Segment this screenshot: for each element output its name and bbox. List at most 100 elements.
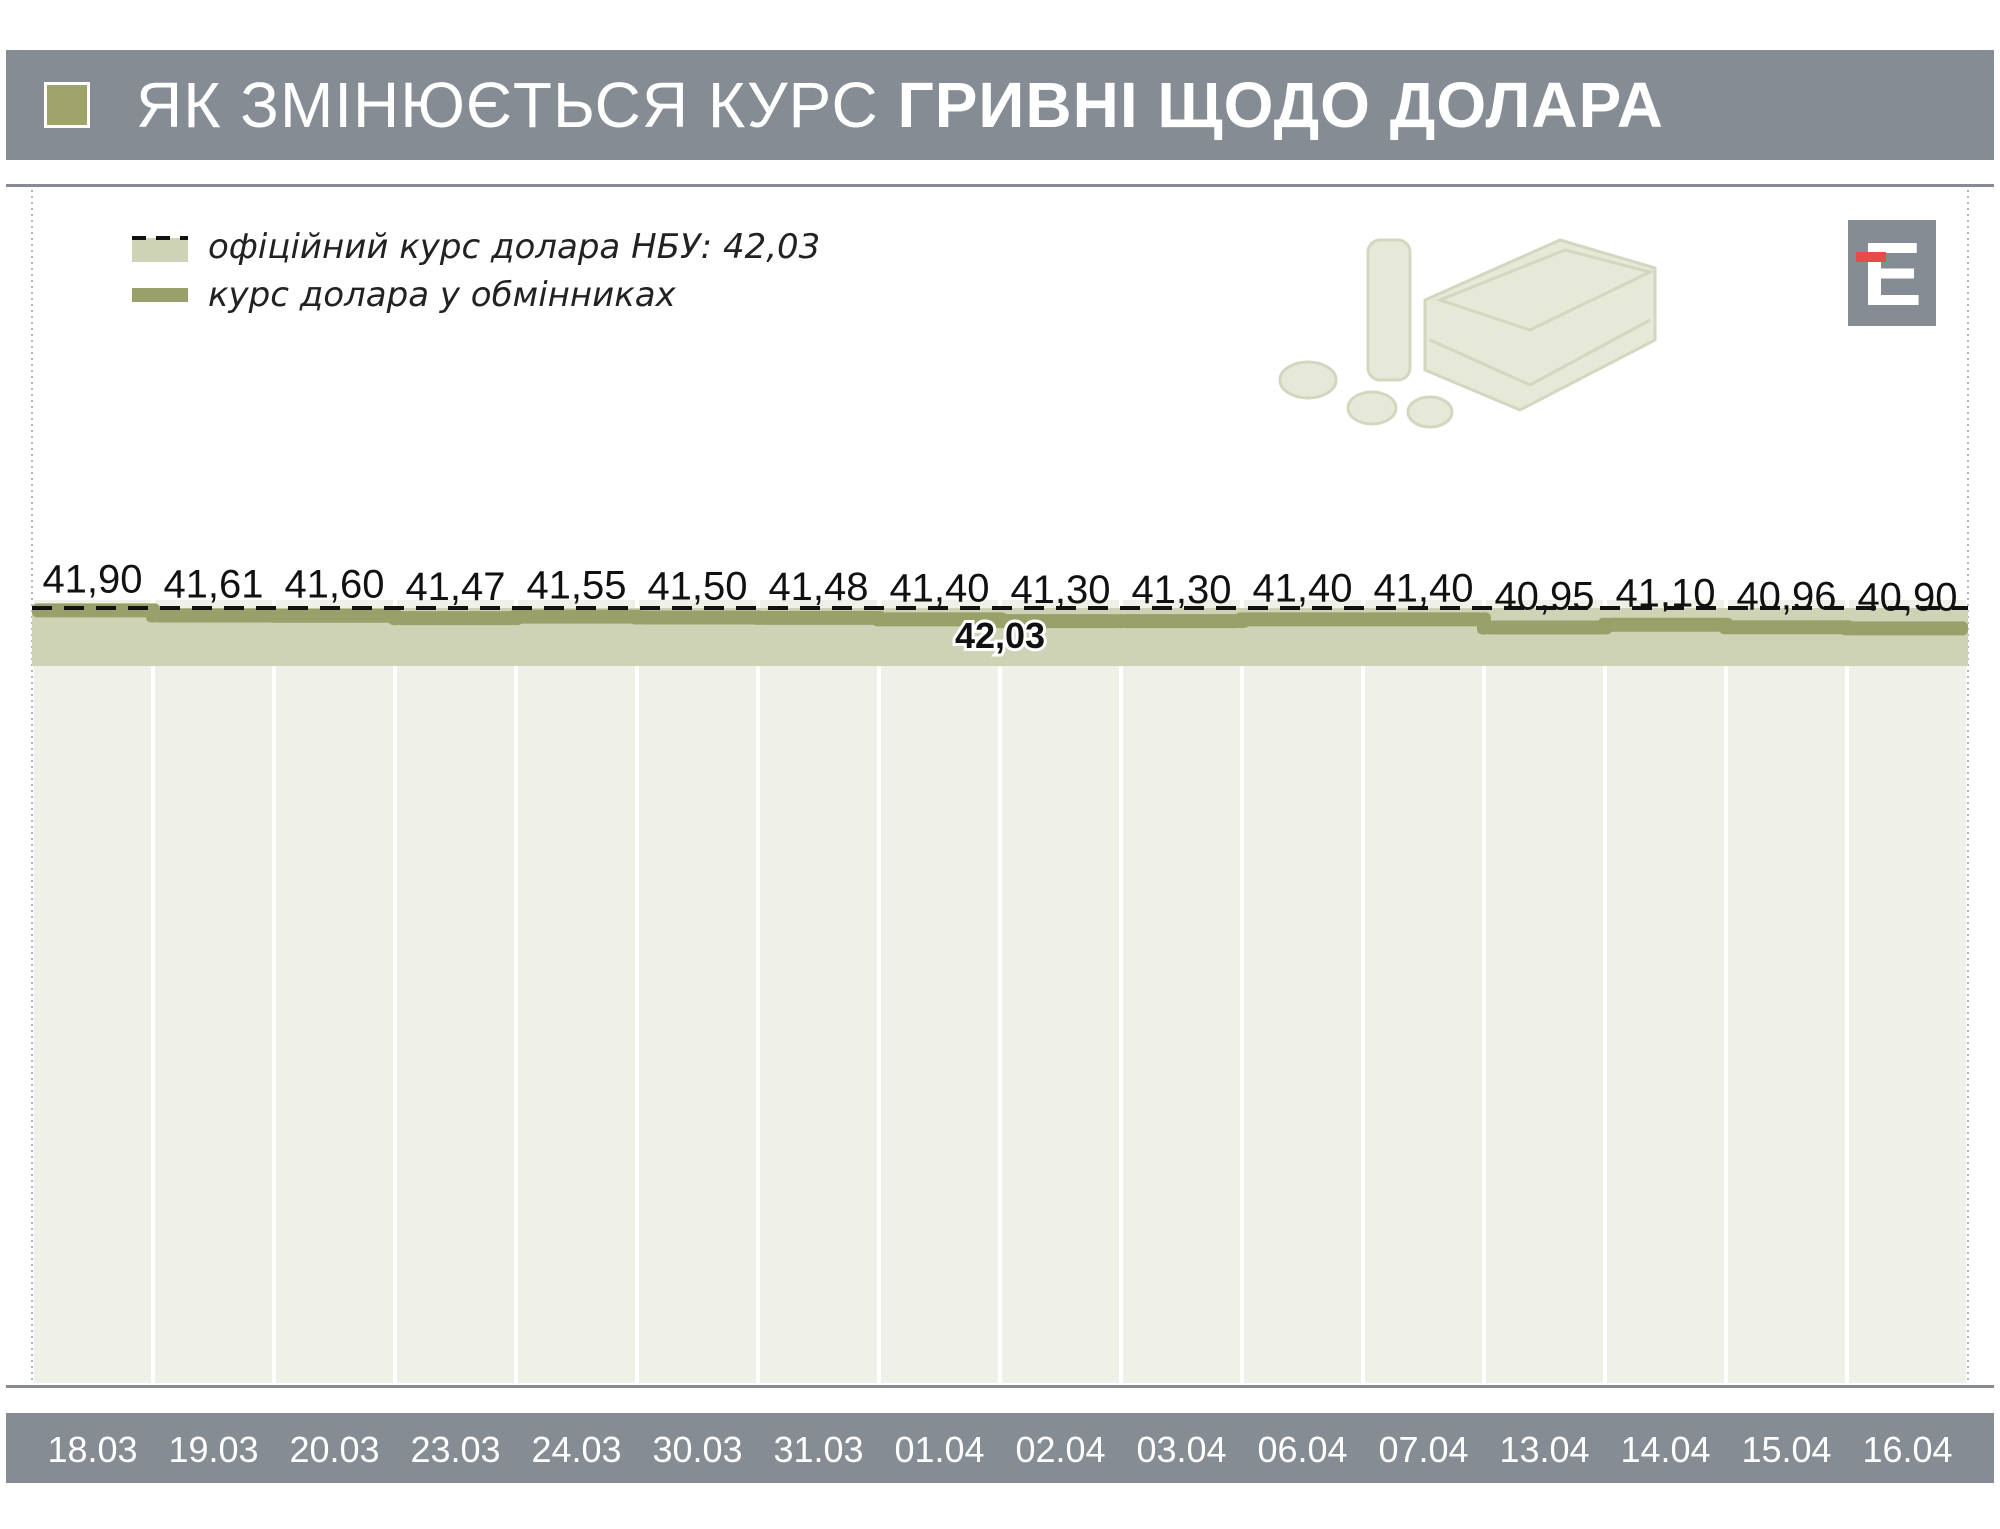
legend: офіційний курс долара НБУ: 42,03 курс до… (132, 227, 820, 315)
title-bold-part: ГРИВНІ ЩОДО ДОЛАРА (897, 69, 1664, 141)
exchange-rate-segment (1363, 612, 1484, 627)
value-label: 40,96 (1736, 574, 1836, 618)
date-label: 13.04 (1499, 1429, 1589, 1470)
exchange-rate-step (1598, 617, 1612, 635)
exchange-rate-step (1840, 620, 1854, 636)
chart-column (760, 600, 877, 1383)
legend-official: офіційний курс долара НБУ: 42,03 (208, 227, 820, 267)
exchange-rate-segment (1242, 612, 1363, 627)
plot-border (31, 190, 1969, 1383)
value-label: 41,30 (1010, 568, 1110, 612)
exchange-rate-segment (1726, 620, 1847, 635)
value-label: 41,40 (1373, 566, 1473, 610)
date-label: 16.04 (1862, 1429, 1952, 1470)
exchange-rate-step (388, 608, 402, 626)
value-label: 41,40 (889, 566, 989, 610)
date-label: 24.03 (531, 1429, 621, 1470)
legend-exchange: курс долара у обмінниках (208, 275, 677, 315)
date-bar (6, 1413, 1994, 1483)
exchange-rate-segment (516, 609, 637, 624)
date-label: 19.03 (168, 1429, 258, 1470)
value-label: 41,90 (42, 557, 142, 601)
chart-column (1728, 600, 1845, 1383)
value-label: 40,95 (1494, 574, 1594, 618)
date-label: 31.03 (773, 1429, 863, 1470)
date-label: 06.04 (1257, 1429, 1347, 1470)
logo-icon: Е (1848, 220, 1936, 326)
value-label: 41,47 (405, 565, 505, 609)
exchange-rate-step (1114, 614, 1128, 629)
value-label: 40,90 (1857, 575, 1957, 619)
bottom-rule (6, 1385, 1994, 1388)
exchange-rate-segment (32, 603, 153, 618)
chart-column (1002, 600, 1119, 1383)
chart-column (34, 600, 151, 1383)
chart-column (155, 600, 272, 1383)
chart-column (1244, 600, 1361, 1383)
exchange-rate-step (267, 608, 281, 623)
value-label: 41,48 (768, 565, 868, 609)
exchange-rate-step (1356, 612, 1370, 627)
exchange-rate-segment (637, 610, 758, 625)
value-label: 41,61 (163, 563, 263, 607)
value-label: 41,10 (1615, 572, 1715, 616)
date-label: 07.04 (1378, 1429, 1468, 1470)
exchange-rate-segment (1121, 614, 1242, 629)
chart-columns (34, 600, 1966, 1383)
value-label: 41,55 (526, 564, 626, 608)
exchange-rate-segment (153, 608, 274, 623)
chart-column (518, 600, 635, 1383)
exchange-rate-step (509, 609, 523, 626)
chart-column (1607, 600, 1724, 1383)
exchange-rate-step (1719, 617, 1733, 635)
chart-column (881, 600, 998, 1383)
title-light-part: ЯК ЗМІНЮЄТЬСЯ КУРС (136, 69, 879, 141)
value-label: 41,30 (1131, 568, 1231, 612)
chart-column (397, 600, 514, 1383)
date-label: 15.04 (1741, 1429, 1831, 1470)
exchange-rate-segment (274, 608, 395, 623)
date-label: 23.03 (410, 1429, 500, 1470)
exchange-rate-segment (1605, 617, 1726, 632)
chart-column (1849, 600, 1966, 1383)
chart-column (1365, 600, 1482, 1383)
logo-letter: Е (1862, 225, 1922, 325)
value-label: 41,60 (284, 563, 384, 607)
date-label: 30.03 (652, 1429, 742, 1470)
legend-band-swatch (132, 238, 188, 262)
value-label: 41,40 (1252, 566, 1352, 610)
exchange-rate-step (872, 610, 886, 627)
chart-column (639, 600, 756, 1383)
exchange-rate-segment (758, 610, 879, 625)
chart-column (276, 600, 393, 1383)
title-square-icon (44, 82, 90, 128)
date-label: 20.03 (289, 1429, 379, 1470)
legend-exchange-swatch (132, 288, 188, 302)
date-label: 14.04 (1620, 1429, 1710, 1470)
money-illustration-icon (1278, 238, 1657, 429)
chart-title: ЯК ЗМІНЮЄТЬСЯ КУРС ГРИВНІ ЩОДО ДОЛАРА (136, 68, 1664, 142)
exchange-rate-step (1235, 612, 1249, 629)
exchange-rate-segment (1000, 614, 1121, 629)
title-bar: ЯК ЗМІНЮЄТЬСЯ КУРС ГРИВНІ ЩОДО ДОЛАРА (6, 50, 1994, 160)
official-rate-label: 42,03 (955, 615, 1045, 656)
exchange-rate-segment (1847, 621, 1968, 636)
date-label: 18.03 (47, 1429, 137, 1470)
chart-column (1486, 600, 1603, 1383)
value-label: 41,50 (647, 565, 747, 609)
exchange-rate-segment (1484, 620, 1605, 635)
exchange-rate-segment (879, 612, 1000, 627)
exchange-rate-step (993, 612, 1007, 629)
exchange-rate-step (630, 609, 644, 625)
exchange-rate-step (146, 603, 160, 623)
top-rule (6, 184, 1994, 187)
exchange-rate-segment (395, 611, 516, 626)
chart-column (1123, 600, 1240, 1383)
exchange-rate-step (1477, 612, 1491, 635)
chart-marks: 42,03 41,90 41,61 41,60 41,47 41,55 41,50 41,48… (32, 557, 1968, 1470)
date-label: 02.04 (1015, 1429, 1105, 1470)
logo-accent (1856, 252, 1886, 262)
date-label: 03.04 (1136, 1429, 1226, 1470)
date-label: 01.04 (894, 1429, 984, 1470)
